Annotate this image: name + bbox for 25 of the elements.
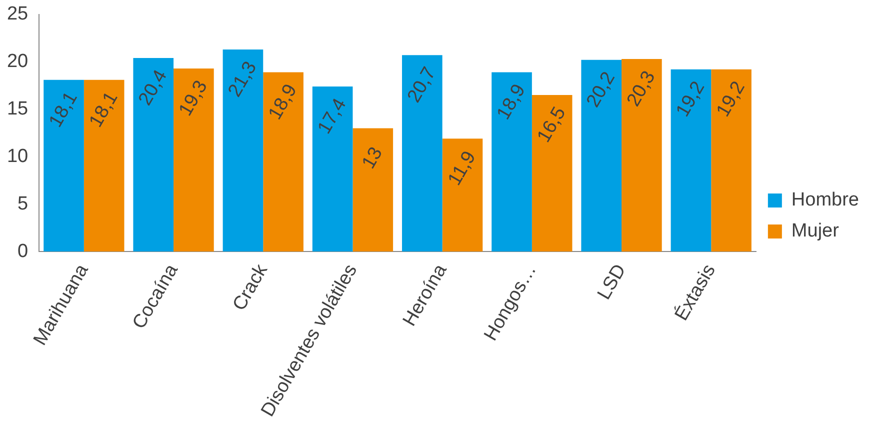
bar [263,72,304,252]
bar [442,138,483,252]
bar [84,80,124,252]
bar [532,95,572,252]
bar [581,60,622,252]
bar [670,69,712,252]
bar [492,72,532,252]
y-tick-label: 15 [6,98,28,120]
y-tick-label: 0 [18,240,28,262]
bar [174,68,214,252]
y-tick-label: 25 [6,4,28,25]
bar [711,69,752,252]
y-tick-label: 5 [18,193,28,214]
bar [402,55,442,252]
bar [352,128,394,252]
y-tick-label: 20 [6,51,28,72]
bar [44,80,84,252]
bar [133,58,174,252]
bar [622,58,662,252]
legend-label: Mujer [791,220,840,242]
bar [222,49,264,252]
legend-label: Hombre [791,190,859,211]
y-tick-label: 10 [6,146,28,167]
data-label: 13 [358,144,388,172]
bar [312,86,353,252]
